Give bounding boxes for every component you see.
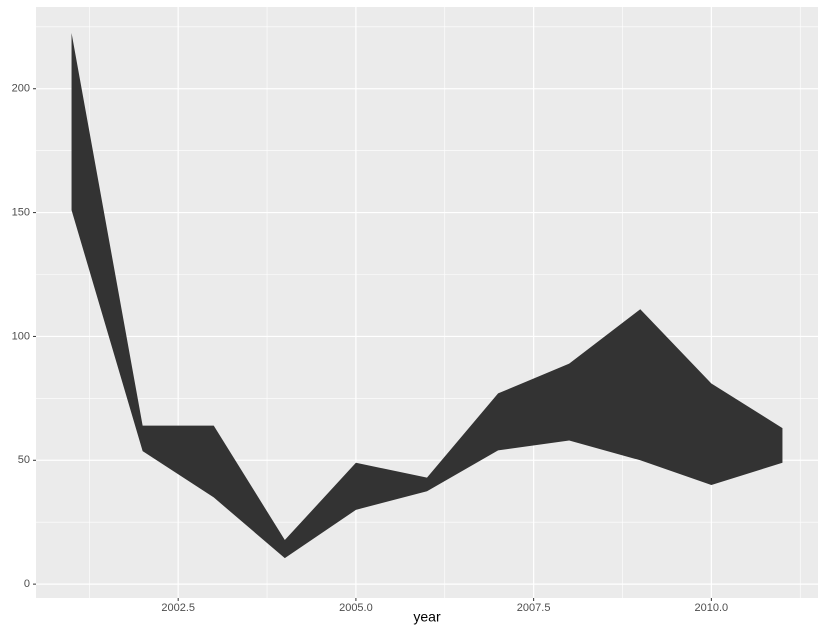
y-tick-label: 200 bbox=[12, 83, 30, 95]
ribbon bbox=[71, 33, 783, 559]
x-tick-label: 2002.5 bbox=[161, 602, 195, 614]
y-tick-label: 150 bbox=[12, 206, 30, 218]
x-tick-label: 2005.0 bbox=[339, 602, 373, 614]
y-tick-label: 50 bbox=[18, 454, 30, 466]
x-tick-label: 2007.5 bbox=[517, 602, 551, 614]
y-tick-label: 0 bbox=[24, 578, 30, 590]
x-tick-label: 2010.0 bbox=[695, 602, 729, 614]
x-axis-title: year bbox=[413, 609, 441, 625]
panel bbox=[36, 7, 818, 598]
y-tick-label: 100 bbox=[12, 330, 30, 342]
